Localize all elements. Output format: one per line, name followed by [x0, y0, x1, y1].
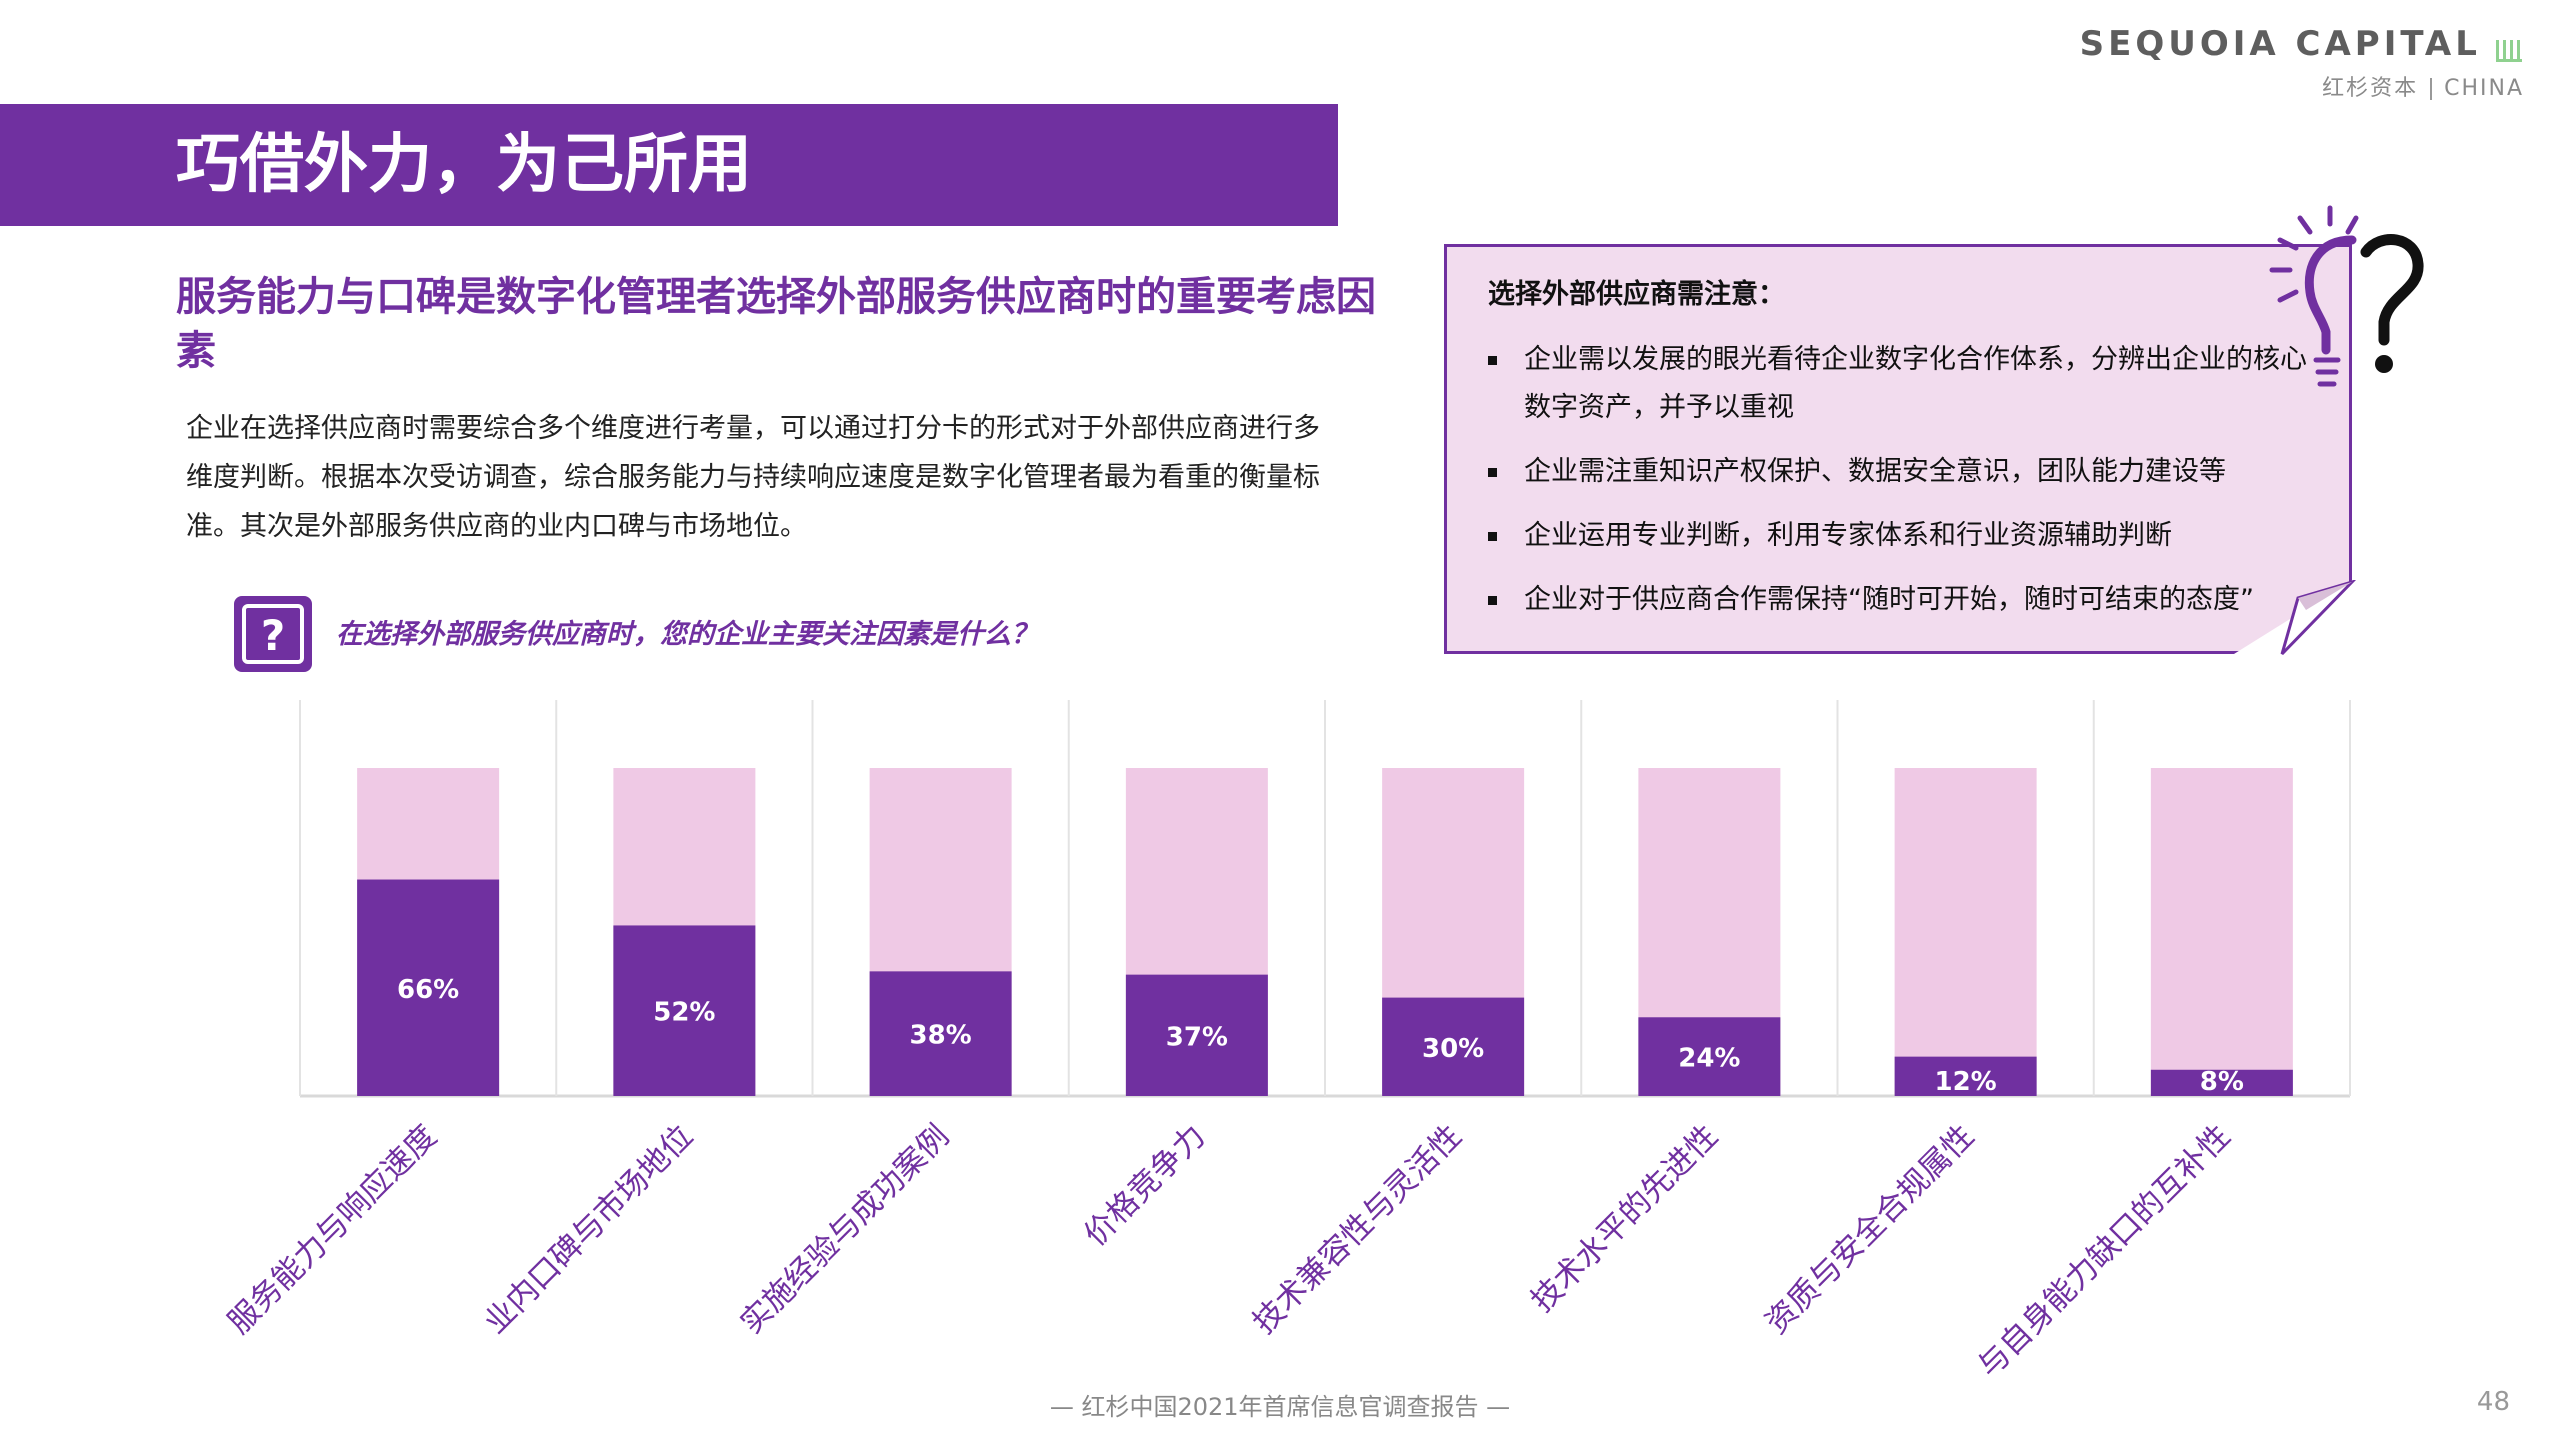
category-label: 与自身能力缺口的互补性 — [1971, 1118, 2238, 1385]
bullet — [1488, 532, 1497, 541]
logo-sub-cn: 红杉资本 — [2322, 75, 2419, 101]
category-label: 服务能力与响应速度 — [221, 1118, 444, 1341]
subtitle: 服务能力与口碑是数字化管理者选择外部服务供应商时的重要考虑因素 — [176, 274, 1376, 374]
page-curl — [2280, 580, 2356, 656]
bar-value-label: 52% — [653, 998, 715, 1028]
bar — [869, 971, 1012, 1096]
question-mark-icon: ? — [234, 596, 312, 672]
bar — [2150, 1069, 2293, 1096]
survey-question: 在选择外部服务供应商时，您的企业主要关注因素是什么？ — [336, 619, 1038, 650]
category-label: 资质与安全合规属性 — [1759, 1118, 1982, 1341]
note-item: 企业需以发展的眼光看待企业数字化合作体系，分辨出企业的核心数字资产，并予以重视 — [1488, 336, 2308, 432]
bar-value-label: 38% — [910, 1021, 972, 1051]
bar — [613, 925, 756, 1096]
note-item: 企业运用专业判断，利用专家体系和行业资源辅助判断 — [1488, 512, 2308, 560]
note-title: 选择外部供应商需注意： — [1488, 279, 1785, 310]
note-item: 企业对于供应商合作需保持“随时可开始，随时可结束的态度” — [1488, 576, 2308, 624]
bar — [1638, 1017, 1781, 1096]
bar-value-label: 8% — [2200, 1067, 2244, 1097]
bullet — [1488, 356, 1497, 365]
bar-value-label: 24% — [1678, 1044, 1740, 1074]
note-box — [1444, 244, 2352, 654]
lightbulb-question-icon — [2269, 205, 2424, 387]
category-label: 实施经验与成功案例 — [734, 1118, 957, 1341]
svg-text:?: ? — [261, 611, 285, 660]
note-item: 企业需注重知识产权保护、数据安全意识，团队能力建设等 — [1488, 448, 2308, 496]
bar-background — [2150, 768, 2293, 1096]
category-label: 技术兼容性与灵活性 — [1246, 1118, 1469, 1341]
bar — [1382, 997, 1525, 1096]
bullet — [1488, 596, 1497, 605]
logo-name: SEQUOIA CAPITAL — [2079, 24, 2481, 64]
bar — [1894, 1056, 2037, 1096]
category-label: 价格竞争力 — [1077, 1118, 1212, 1253]
bar-value-label: 30% — [1422, 1034, 1484, 1064]
bullet — [1488, 468, 1497, 477]
page-title: 巧借外力，为己所用 — [176, 128, 752, 202]
bar-background — [1894, 768, 2037, 1096]
footer-text: — 红杉中国2021年首席信息官调查报告 — — [1049, 1393, 1511, 1421]
category-label: 技术水平的先进性 — [1524, 1118, 1725, 1319]
page-number: 48 — [2476, 1387, 2510, 1417]
bar-value-label: 37% — [1166, 1022, 1228, 1052]
bar — [357, 879, 500, 1096]
sequoia-leaf-icon — [2496, 39, 2522, 62]
bar-value-label: 12% — [1935, 1067, 1997, 1097]
bar — [1125, 974, 1268, 1096]
bar-value-label: 66% — [397, 975, 459, 1005]
sequoia-logo: SEQUOIA CAPITAL 红杉资本 CHINA — [2080, 24, 2524, 102]
category-label: 业内口碑与市场地位 — [477, 1118, 700, 1341]
title-bar: 巧借外力，为己所用 — [0, 104, 1338, 226]
note-list: 企业需以发展的眼光看待企业数字化合作体系，分辨出企业的核心数字资产，并予以重视 … — [1488, 336, 2308, 640]
body-paragraph: 企业在选择供应商时需要综合多个维度进行考量，可以通过打分卡的形式对于外部供应商进… — [186, 413, 1320, 542]
logo-sub-en: CHINA — [2444, 75, 2524, 101]
